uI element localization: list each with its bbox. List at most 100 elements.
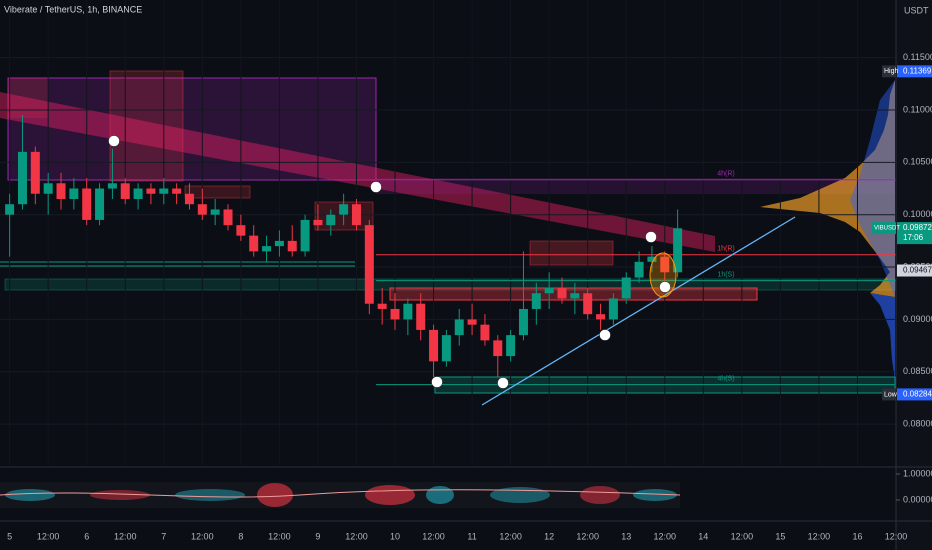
buy-signal xyxy=(659,281,671,293)
volume-profile xyxy=(870,293,895,380)
candle-body xyxy=(583,293,593,315)
x-tick-label: 6 xyxy=(84,531,89,541)
band xyxy=(0,92,715,252)
candle-body xyxy=(429,329,439,362)
zones xyxy=(0,70,896,394)
x-tick-label: 9 xyxy=(315,531,320,541)
candle-body xyxy=(210,209,220,215)
x-tick-label: 12:00 xyxy=(345,531,368,541)
price-marker-value: 0.09467 xyxy=(903,266,932,275)
candle-body xyxy=(159,188,169,194)
candle-body xyxy=(43,183,53,194)
candle-body xyxy=(531,293,541,309)
candle-body xyxy=(493,340,503,357)
axis-unit: USDT xyxy=(904,5,929,15)
x-tick-label: 12:00 xyxy=(885,531,908,541)
x-tick-label: 12:00 xyxy=(576,531,599,541)
price-marker-name: High xyxy=(884,68,899,75)
oscillator-wave xyxy=(580,486,620,504)
oscillator-wave xyxy=(365,485,415,505)
candle-body xyxy=(17,151,27,205)
candle-body xyxy=(454,319,464,336)
x-tick-label: 5 xyxy=(7,531,12,541)
candle-body xyxy=(223,209,233,226)
candle-body xyxy=(249,235,259,252)
buy-signal xyxy=(599,329,611,341)
zone xyxy=(376,178,895,194)
price-marker xyxy=(897,264,932,277)
level-label: 1h(S) xyxy=(717,272,734,279)
candle-body xyxy=(647,256,657,262)
zone xyxy=(184,185,251,199)
x-tick-label: 12:00 xyxy=(422,531,445,541)
x-tick-label: 14 xyxy=(698,531,708,541)
candle-body xyxy=(377,303,387,309)
price-marker xyxy=(897,65,932,78)
zone xyxy=(8,78,48,118)
candle-body xyxy=(236,225,246,236)
sell-signal xyxy=(645,231,657,243)
candle-body xyxy=(82,188,92,220)
trendline xyxy=(481,216,796,406)
candle-body xyxy=(262,246,272,252)
candle-body xyxy=(634,261,644,278)
candle-body xyxy=(197,204,207,215)
candle-body xyxy=(287,240,297,252)
buy-signal xyxy=(497,377,509,389)
candle-body xyxy=(184,193,194,205)
candle-body xyxy=(557,288,567,299)
zone xyxy=(7,77,377,181)
y-tick-label: 0.11000 xyxy=(903,104,932,114)
oscillator-wave xyxy=(490,487,550,503)
x-tick-label: 12:00 xyxy=(654,531,677,541)
level-label: 4h(S) xyxy=(717,375,734,382)
x-tick-label: 15 xyxy=(775,531,785,541)
candle-body xyxy=(390,308,400,320)
oscillator-wave xyxy=(257,483,293,507)
price-marker-name-bg xyxy=(882,65,896,78)
oscillator-wave xyxy=(90,490,150,500)
candle-body xyxy=(146,188,156,194)
x-tick-label: 12:00 xyxy=(808,531,831,541)
price-marker-name-bg xyxy=(872,222,896,235)
candle-body xyxy=(403,303,413,320)
candle-body xyxy=(673,228,683,273)
price-marker-value: 0.09872 xyxy=(903,223,932,232)
candle-body xyxy=(596,314,606,320)
candle-body xyxy=(274,240,284,247)
price-marker xyxy=(897,388,932,401)
x-tick-label: 13 xyxy=(621,531,631,541)
y-tick-label: 0.11500 xyxy=(903,52,932,62)
candle-body xyxy=(107,183,117,189)
x-tick-label: 12:00 xyxy=(731,531,754,541)
candle-body xyxy=(313,219,323,226)
candle-body xyxy=(56,183,66,199)
candle-body xyxy=(95,188,105,220)
price-marker xyxy=(897,222,932,245)
x-tick-label: 16 xyxy=(852,531,862,541)
x-tick-label: 10 xyxy=(390,531,400,541)
level-label: 1h(R) xyxy=(717,246,735,253)
candle-body xyxy=(570,293,580,299)
candle-body xyxy=(5,204,15,215)
candle-body xyxy=(518,308,528,336)
x-tick-label: 12:00 xyxy=(268,531,291,541)
x-tick-label: 12:00 xyxy=(191,531,214,541)
candle-body xyxy=(441,335,451,362)
candle-body xyxy=(608,298,618,320)
candle-body xyxy=(351,204,361,226)
candle-body xyxy=(416,303,426,330)
candle-body xyxy=(339,204,349,215)
price-marker-value: 0.08284 xyxy=(903,390,932,399)
candle-body xyxy=(300,219,310,252)
oscillator-line xyxy=(0,489,681,498)
candle-body xyxy=(30,151,40,194)
x-tick-label: 12:00 xyxy=(37,531,60,541)
